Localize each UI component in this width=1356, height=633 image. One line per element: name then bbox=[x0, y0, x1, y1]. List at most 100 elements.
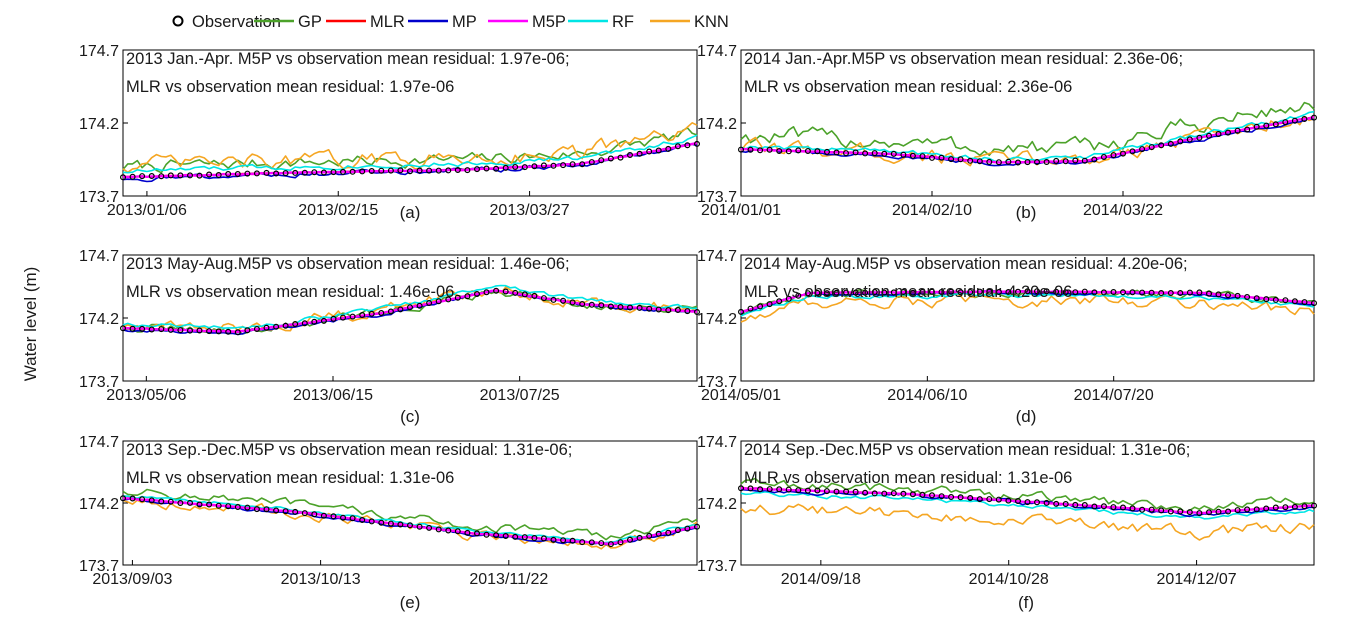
observation-point bbox=[1014, 498, 1021, 505]
x-tick-label: 2014/01/01 bbox=[701, 202, 781, 219]
observation-point bbox=[560, 537, 567, 544]
legend-label: MP bbox=[452, 13, 477, 31]
observation-point bbox=[435, 298, 442, 305]
observation-point bbox=[881, 490, 888, 497]
observation-point bbox=[1196, 289, 1203, 296]
observation-point bbox=[1033, 159, 1040, 166]
observation-point bbox=[148, 497, 155, 504]
observation-point bbox=[359, 516, 366, 523]
plot-frame bbox=[122, 254, 698, 382]
chart-panels: 173.7 174.2 174.7 2013/01/06 2013/02/15 2013/… bbox=[79, 43, 1317, 612]
observation-point bbox=[804, 290, 811, 297]
observation-point bbox=[598, 157, 605, 164]
observation-point bbox=[684, 308, 691, 315]
observation-point bbox=[493, 287, 500, 294]
observation-point bbox=[862, 289, 869, 296]
observation-point bbox=[646, 148, 653, 155]
observation-point bbox=[957, 156, 964, 163]
observation-point bbox=[1043, 499, 1050, 506]
observation-point bbox=[919, 288, 926, 295]
observation-point bbox=[148, 173, 155, 180]
chart-panel-a: 173.7 174.2 174.7 2013/01/06 2013/02/15 2013/… bbox=[79, 43, 700, 222]
x-tick-label: 2014/03/22 bbox=[1083, 202, 1163, 219]
observation-point bbox=[766, 146, 773, 153]
x-tick-label: 2014/06/10 bbox=[887, 387, 967, 404]
observation-point bbox=[1005, 158, 1012, 165]
observation-point bbox=[776, 298, 783, 305]
chart-panel-e: 173.7 174.2 174.7 2013/09/03 2013/10/13 2013/… bbox=[79, 434, 700, 612]
observation-point bbox=[349, 313, 356, 320]
observation-point bbox=[119, 174, 126, 181]
observation-point bbox=[512, 533, 519, 540]
observation-point bbox=[655, 306, 662, 313]
observation-point bbox=[167, 326, 174, 333]
observation-point bbox=[359, 312, 366, 319]
y-tick-label: 174.7 bbox=[697, 43, 737, 60]
observation-point bbox=[1081, 288, 1088, 295]
observation-point bbox=[1291, 117, 1298, 124]
observation-point bbox=[665, 529, 672, 536]
x-tick-label: 2013/07/25 bbox=[480, 387, 560, 404]
observation-point bbox=[340, 514, 347, 521]
observation-point bbox=[674, 143, 681, 150]
observation-point bbox=[119, 325, 126, 332]
observation-point bbox=[928, 288, 935, 295]
y-tick-label: 173.7 bbox=[79, 374, 119, 391]
observation-point bbox=[693, 140, 700, 147]
observation-point bbox=[1005, 289, 1012, 296]
observation-point bbox=[225, 503, 232, 510]
observation-point bbox=[177, 172, 184, 179]
observation-point bbox=[253, 170, 260, 177]
observation-point bbox=[919, 153, 926, 160]
legend-label: MLR bbox=[370, 13, 405, 31]
series-line-m5p bbox=[740, 115, 1315, 164]
observation-point bbox=[330, 169, 337, 176]
observation-point bbox=[330, 315, 337, 322]
observation-point bbox=[502, 532, 509, 539]
observation-point bbox=[1225, 508, 1232, 515]
observation-point bbox=[881, 289, 888, 296]
observation-point bbox=[1014, 159, 1021, 166]
observation-point bbox=[282, 508, 289, 515]
observation-point bbox=[397, 306, 404, 313]
observation-point bbox=[795, 147, 802, 154]
observation-point bbox=[368, 310, 375, 317]
observation-point bbox=[1053, 288, 1060, 295]
observation-point bbox=[1167, 508, 1174, 515]
observation-point bbox=[890, 490, 897, 497]
observation-point bbox=[234, 504, 241, 511]
observation-point bbox=[330, 513, 337, 520]
observation-point bbox=[1024, 159, 1031, 166]
observation-point bbox=[579, 161, 586, 168]
observation-point bbox=[986, 158, 993, 165]
observation-point bbox=[1072, 289, 1079, 296]
observation-point bbox=[833, 149, 840, 156]
observation-point bbox=[607, 155, 614, 162]
observation-point bbox=[1282, 119, 1289, 126]
observation-point bbox=[986, 288, 993, 295]
observation-point bbox=[665, 307, 672, 314]
observation-point bbox=[387, 520, 394, 527]
observation-point bbox=[540, 535, 547, 542]
observation-point bbox=[1167, 140, 1174, 147]
observation-point bbox=[493, 532, 500, 539]
observation-point bbox=[1158, 290, 1165, 297]
observation-point bbox=[1158, 507, 1165, 514]
observation-point bbox=[1053, 157, 1060, 164]
observation-point bbox=[804, 148, 811, 155]
observation-point bbox=[1072, 157, 1079, 164]
observation-point bbox=[1091, 156, 1098, 163]
observation-point bbox=[196, 501, 203, 508]
panel-annotation: MLR vs observation mean residual: 1.46e-… bbox=[126, 283, 454, 301]
observation-point bbox=[215, 328, 222, 335]
observation-point bbox=[1100, 289, 1107, 296]
observation-point bbox=[349, 168, 356, 175]
observation-point bbox=[967, 495, 974, 502]
observation-point bbox=[569, 299, 576, 306]
observation-point bbox=[521, 534, 528, 541]
observation-point bbox=[1119, 150, 1126, 157]
observation-point bbox=[1224, 129, 1231, 136]
observation-point bbox=[833, 289, 840, 296]
observation-point bbox=[655, 530, 662, 537]
observation-point bbox=[1100, 154, 1107, 161]
